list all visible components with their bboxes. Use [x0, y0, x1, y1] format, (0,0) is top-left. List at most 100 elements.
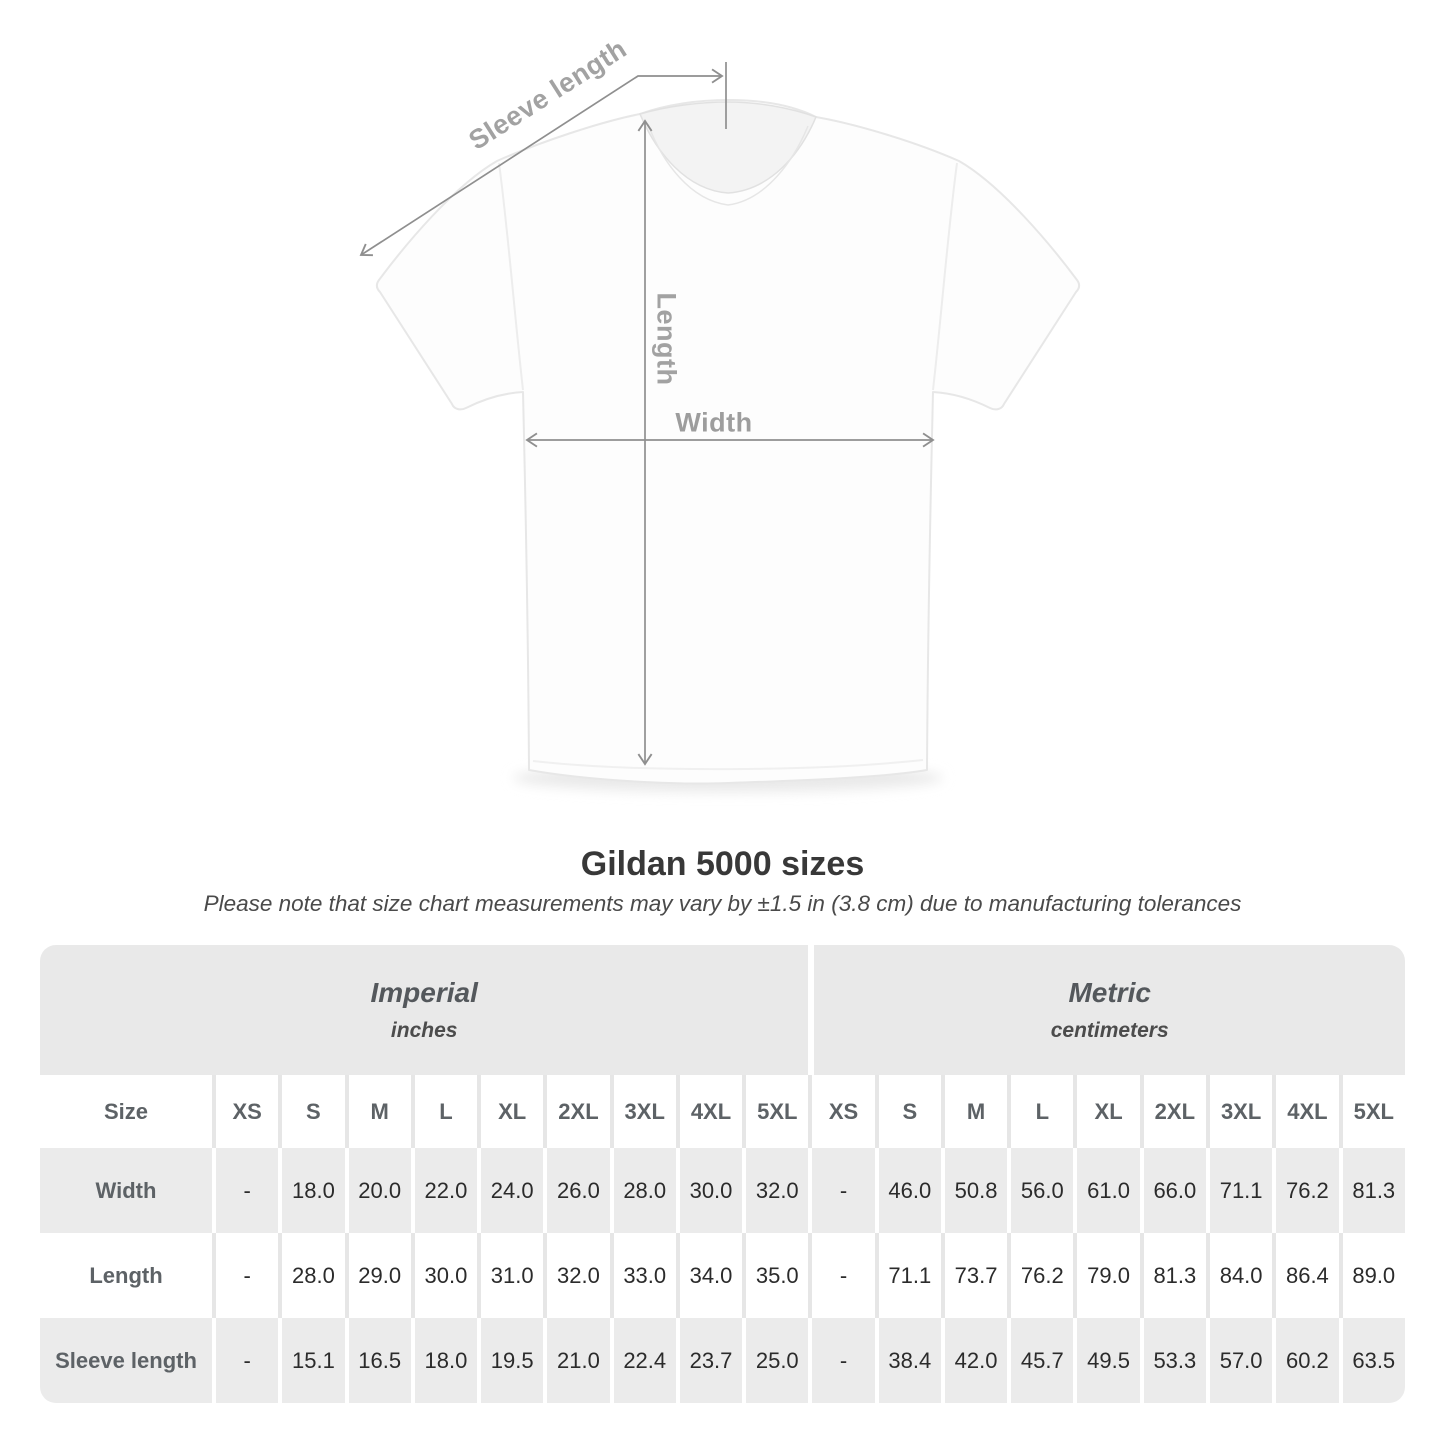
value-cell: 29.0 [344, 1233, 411, 1318]
value-cell: 30.0 [675, 1148, 743, 1233]
value-cell: 56.0 [1007, 1148, 1074, 1233]
value-cell: - [808, 1148, 875, 1233]
right-sleeve-seam [932, 162, 958, 391]
value-cell: 86.4 [1272, 1233, 1339, 1318]
value-cell: 42.0 [940, 1318, 1008, 1403]
value-cell: 21.0 [543, 1318, 610, 1403]
value-cell: - [212, 1233, 279, 1318]
size-header-cell: S [278, 1075, 345, 1148]
value-cell: 35.0 [742, 1233, 809, 1318]
value-cell: 33.0 [609, 1233, 676, 1318]
measurement-label: Sleeve length [40, 1318, 212, 1403]
value-cell: 50.8 [940, 1148, 1008, 1233]
tshirt-diagram: Sleeve length Length Width [359, 33, 1081, 792]
size-header-cell: 2XL [1139, 1075, 1206, 1148]
size-header-cell: 3XL [1205, 1075, 1273, 1148]
value-cell: 22.0 [410, 1148, 478, 1233]
size-header-cell: 4XL [1272, 1075, 1339, 1148]
size-header-cell: 5XL [742, 1075, 809, 1148]
size-header-cell: XL [1073, 1075, 1140, 1148]
imperial-label: Imperial [370, 977, 478, 1008]
size-header-cell: 3XL [609, 1075, 676, 1148]
tshirt-illustration [359, 62, 1081, 792]
value-cell: 79.0 [1073, 1233, 1140, 1318]
length-label: Length [651, 292, 682, 386]
value-cell: 57.0 [1205, 1318, 1273, 1403]
measurement-label: Length [40, 1233, 212, 1318]
unit-group-row: Imperial inches Metric centimeters [40, 945, 1405, 1075]
value-cell: 19.5 [477, 1318, 544, 1403]
value-cell: - [212, 1318, 279, 1403]
value-cell: 76.2 [1272, 1148, 1339, 1233]
value-cell: 32.0 [742, 1148, 809, 1233]
value-cell: 28.0 [609, 1148, 676, 1233]
size-header-cell: 5XL [1338, 1075, 1405, 1148]
value-cell: 24.0 [477, 1148, 544, 1233]
value-cell: 26.0 [543, 1148, 610, 1233]
size-header-cell: L [410, 1075, 478, 1148]
metric-group-header: Metric centimeters [808, 945, 1405, 1075]
size-header-row: Size XS S M L XL 2XL 3XL 4XL 5XL XS S M L XL 2XL 3XL 4XL… [40, 1075, 1405, 1148]
measurement-row: Width -18.0 20.0 22.0 24.0 26.0 28.0 30.0 32.0-4… [40, 1148, 1405, 1233]
size-header-cell: M [940, 1075, 1008, 1148]
imperial-unit: inches [390, 1019, 458, 1042]
size-table-container: Imperial inches Metric centimeters Size … [40, 945, 1405, 1403]
size-chart-table: Imperial inches Metric centimeters Size … [40, 945, 1405, 1403]
tolerance-note: Please note that size chart measurements… [203, 891, 1242, 916]
value-cell: 63.5 [1338, 1318, 1405, 1403]
value-cell: 25.0 [742, 1318, 809, 1403]
value-cell: 81.3 [1139, 1233, 1206, 1318]
value-cell: 18.0 [410, 1318, 478, 1403]
size-header-cell: XS [212, 1075, 279, 1148]
value-cell: 66.0 [1139, 1148, 1206, 1233]
width-label: Width [675, 407, 753, 438]
imperial-group-header: Imperial inches [40, 945, 809, 1075]
value-cell: 81.3 [1338, 1148, 1405, 1233]
value-cell: 89.0 [1338, 1233, 1405, 1318]
size-header-cell: XS [808, 1075, 875, 1148]
hem-seam [532, 759, 924, 771]
value-cell: 38.4 [874, 1318, 941, 1403]
value-cell: 60.2 [1272, 1318, 1339, 1403]
value-cell: 71.1 [1205, 1148, 1273, 1233]
value-cell: - [808, 1233, 875, 1318]
value-cell: 71.1 [874, 1233, 941, 1318]
value-cell: 18.0 [278, 1148, 345, 1233]
page-title: Gildan 5000 sizes [580, 845, 865, 883]
value-cell: 20.0 [344, 1148, 411, 1233]
value-cell: 15.1 [278, 1318, 345, 1403]
value-cell: 34.0 [675, 1233, 743, 1318]
value-cell: - [808, 1318, 875, 1403]
value-cell: 31.0 [477, 1233, 544, 1318]
value-cell: 22.4 [609, 1318, 676, 1403]
size-header-cell: M [344, 1075, 411, 1148]
value-cell: 49.5 [1073, 1318, 1140, 1403]
value-cell: 61.0 [1073, 1148, 1140, 1233]
metric-unit: centimeters [1050, 1019, 1169, 1042]
value-cell: 46.0 [874, 1148, 941, 1233]
value-cell: 53.3 [1139, 1318, 1206, 1403]
size-header-cell: 2XL [543, 1075, 610, 1148]
size-header-cell: L [1007, 1075, 1074, 1148]
value-cell: 28.0 [278, 1233, 345, 1318]
size-header-cell: 4XL [675, 1075, 743, 1148]
value-cell: - [212, 1148, 279, 1233]
value-cell: 45.7 [1007, 1318, 1074, 1403]
sleeve-length-arrow [359, 68, 724, 257]
value-cell: 73.7 [940, 1233, 1008, 1318]
value-cell: 76.2 [1007, 1233, 1074, 1318]
value-cell: 30.0 [410, 1233, 478, 1318]
metric-label: Metric [1068, 977, 1151, 1008]
measurement-row: Sleeve length -15.1 16.5 18.0 19.5 21.0 22.4 23… [40, 1318, 1405, 1403]
size-column-header: Size [40, 1075, 212, 1148]
measurement-row: Length -28.0 29.0 30.0 31.0 32.0 33.0 34.0 35.0-… [40, 1233, 1405, 1318]
value-cell: 16.5 [344, 1318, 411, 1403]
size-header-cell: S [874, 1075, 941, 1148]
value-cell: 23.7 [675, 1318, 743, 1403]
tshirt-body [375, 99, 1081, 785]
value-cell: 84.0 [1205, 1233, 1273, 1318]
value-cell: 32.0 [543, 1233, 610, 1318]
measurement-label: Width [40, 1148, 212, 1233]
size-header-cell: XL [477, 1075, 544, 1148]
